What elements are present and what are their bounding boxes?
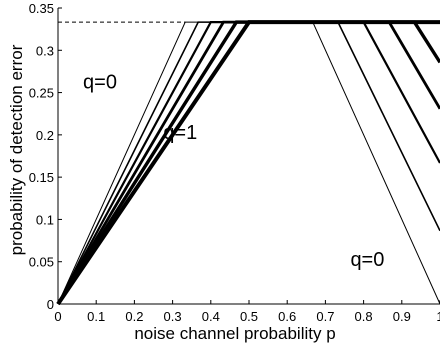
x-tick-label-8: 0.8 [355, 309, 373, 324]
y-tick-label-2: 0.1 [36, 212, 54, 227]
y-tick-label-1: 0.05 [29, 255, 54, 270]
x-tick-label-7: 0.7 [316, 309, 334, 324]
x-tick-label-6: 0.6 [278, 309, 296, 324]
y-axis-title: probability of detection error [7, 44, 26, 255]
y-tick-label-0: 0 [47, 297, 54, 312]
x-tick-label-9: 0.9 [393, 309, 411, 324]
x-tick-label-2: 0.2 [125, 309, 143, 324]
x-tick-label-10: 1 [436, 309, 440, 324]
series-layer [56, 20, 440, 306]
y-tick-label-7: 0.35 [29, 1, 54, 16]
annotation-1: q=1 [163, 122, 197, 144]
annotation-0: q=0 [83, 71, 117, 93]
x-tick-label-1: 0.1 [87, 309, 105, 324]
annotation-layer: q=0 q=1 q=0 [83, 71, 384, 271]
y-tick-label-3: 0.15 [29, 170, 54, 185]
tick-layer: 0 0.1 0.2 0.3 0.4 0.5 0.6 0.7 0.8 0.9 1 0 0.05 0.1 0.1… [29, 1, 440, 324]
x-axis-title: noise channel probability p [134, 324, 335, 343]
annotation-2: q=0 [350, 249, 384, 271]
x-tick-label-3: 0.3 [164, 309, 182, 324]
x-tick-label-0: 0 [54, 309, 61, 324]
y-tick-label-6: 0.3 [36, 43, 54, 58]
y-tick-label-4: 0.2 [36, 128, 54, 143]
series-line-5 [56, 20, 440, 306]
y-tick-label-5: 0.25 [29, 86, 54, 101]
x-tick-label-4: 0.4 [202, 309, 220, 324]
x-tick-label-5: 0.5 [240, 309, 258, 324]
